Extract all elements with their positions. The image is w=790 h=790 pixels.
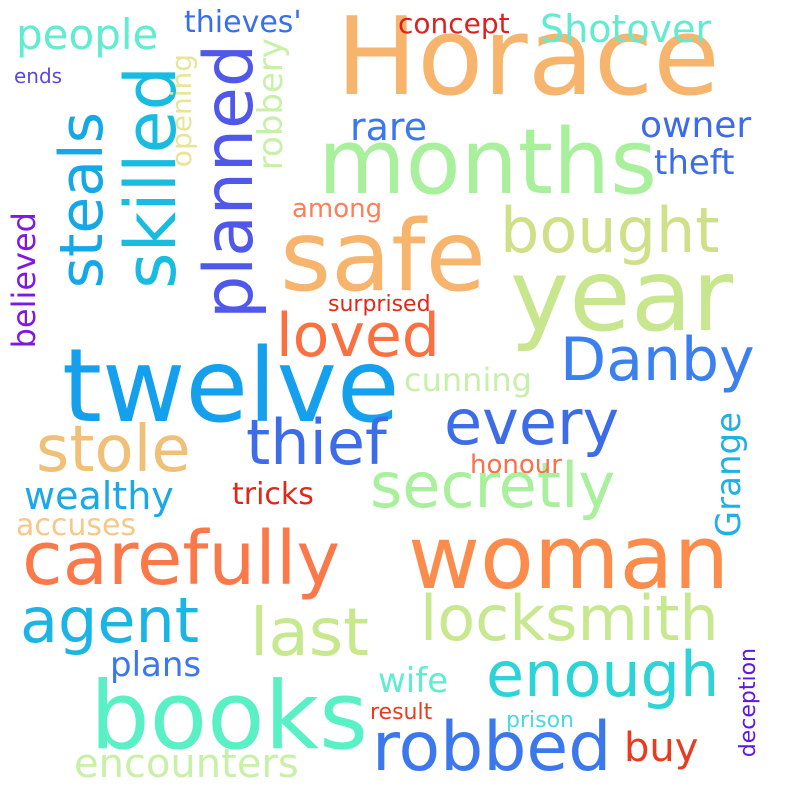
word-safe: safe bbox=[280, 200, 486, 314]
word-books: books bbox=[90, 662, 369, 771]
word-robbery: robbery bbox=[251, 38, 291, 171]
word-surprised: surprised bbox=[328, 292, 431, 317]
word-last: last bbox=[250, 594, 370, 671]
word-result: result bbox=[370, 700, 433, 725]
word-loved: loved bbox=[276, 301, 440, 371]
word-opening: opening bbox=[165, 54, 198, 168]
word-secretly: secretly bbox=[370, 449, 616, 522]
word-tricks: tricks bbox=[232, 477, 314, 512]
word-people: people bbox=[16, 10, 159, 59]
word-wealthy: wealthy bbox=[24, 474, 174, 518]
word-horace: Horace bbox=[336, 0, 720, 120]
word-wife: wife bbox=[378, 661, 449, 701]
word-thieves: thieves' bbox=[184, 5, 302, 40]
word-year: year bbox=[510, 237, 734, 354]
word-rare: rare bbox=[350, 105, 428, 149]
word-plans: plans bbox=[110, 645, 202, 685]
word-buy: buy bbox=[624, 725, 699, 771]
word-woman: woman bbox=[408, 506, 730, 609]
word-steals: steals bbox=[47, 112, 117, 289]
word-cunning: cunning bbox=[404, 361, 532, 399]
word-danby: Danby bbox=[560, 325, 755, 395]
word-honour: honour bbox=[470, 450, 562, 480]
word-deception: deception bbox=[736, 648, 761, 758]
word-concept: concept bbox=[398, 7, 510, 40]
word-agent: agent bbox=[20, 584, 200, 657]
word-shotover: Shotover bbox=[540, 7, 712, 51]
word-twelve: twelve bbox=[62, 327, 400, 446]
word-ends: ends bbox=[14, 64, 63, 88]
word-every: every bbox=[444, 386, 620, 459]
word-encounters: encounters bbox=[74, 741, 299, 787]
word-locksmith: locksmith bbox=[420, 582, 719, 655]
word-enough: enough bbox=[486, 638, 720, 711]
word-stole: stole bbox=[36, 413, 191, 487]
word-thief: thief bbox=[246, 406, 387, 479]
word-among: among bbox=[292, 194, 383, 224]
word-theft: theft bbox=[654, 143, 735, 183]
word-grange: Grange bbox=[709, 412, 749, 538]
word-months: months bbox=[318, 110, 657, 215]
word-bought: bought bbox=[500, 194, 720, 267]
word-accuses: accuses bbox=[16, 508, 137, 543]
word-carefully: carefully bbox=[22, 516, 341, 602]
word-robbed: robbed bbox=[372, 708, 612, 787]
word-owner: owner bbox=[640, 105, 752, 146]
word-prison: prison bbox=[506, 708, 574, 733]
word-believed: believed bbox=[5, 212, 43, 349]
